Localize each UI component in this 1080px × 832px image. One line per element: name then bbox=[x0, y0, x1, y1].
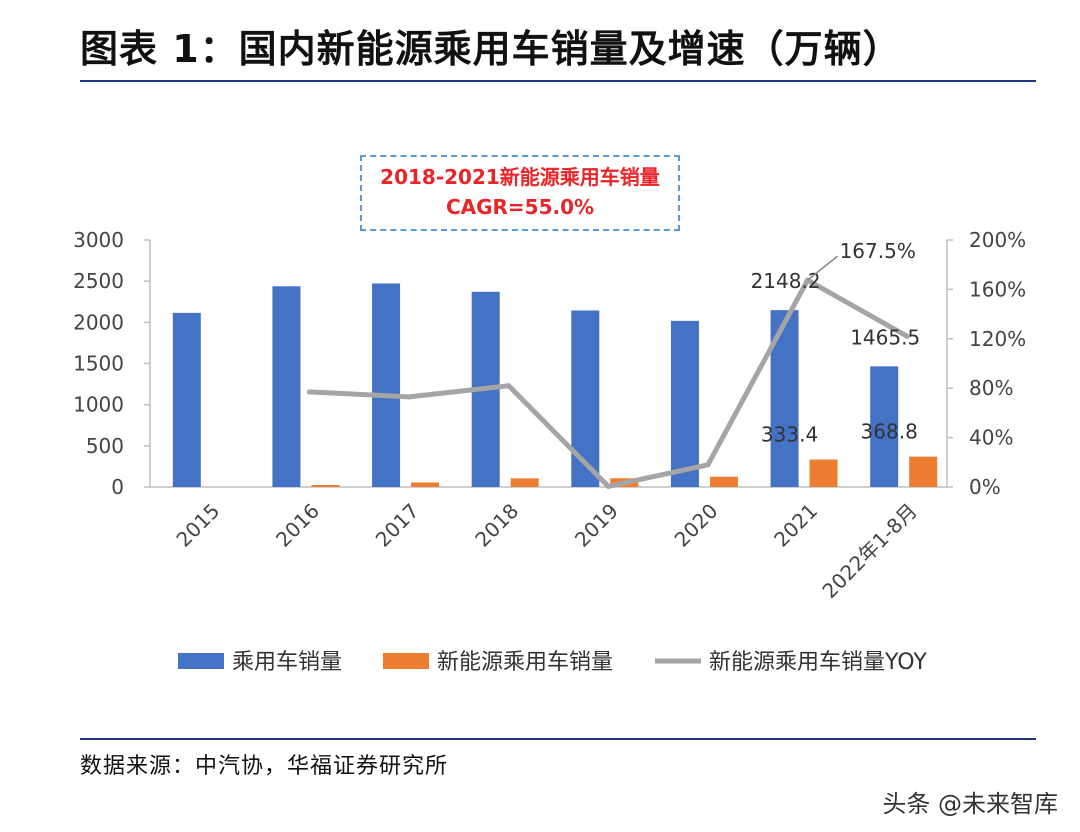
bar-nev-sales bbox=[709, 476, 738, 487]
x-tick-label: 2018 bbox=[470, 499, 523, 552]
cagr-callout: 2018-2021新能源乘用车销量 CAGR=55.0% bbox=[360, 155, 680, 231]
left-tick-label: 500 bbox=[86, 434, 124, 458]
x-tick-label: 2015 bbox=[171, 499, 224, 552]
data-source: 数据来源：中汽协，华福证券研究所 bbox=[80, 754, 449, 779]
right-tick-label: 40% bbox=[969, 426, 1013, 450]
legend-label: 新能源乘用车销量YOY bbox=[709, 650, 927, 675]
x-tick-label: 2020 bbox=[670, 499, 723, 552]
bar-total-sales bbox=[272, 286, 301, 487]
right-tick-label: 80% bbox=[969, 376, 1013, 400]
bar-total-sales bbox=[372, 283, 401, 487]
bar-nev-sales bbox=[311, 485, 340, 487]
data-label: 167.5% bbox=[840, 239, 916, 263]
bottom-rule bbox=[80, 738, 1036, 740]
data-label: 2148.2 bbox=[751, 269, 821, 293]
bar-total-sales bbox=[571, 310, 600, 487]
yoy-point bbox=[605, 483, 611, 489]
yoy-point bbox=[904, 333, 910, 339]
x-tick-label: 2017 bbox=[371, 499, 424, 552]
yoy-point bbox=[506, 383, 512, 389]
yoy-point bbox=[406, 394, 412, 400]
bar-total-sales bbox=[172, 312, 201, 487]
data-label: 333.4 bbox=[761, 423, 818, 447]
yoy-point bbox=[306, 389, 312, 395]
right-tick-label: 120% bbox=[969, 327, 1026, 351]
left-tick-label: 2000 bbox=[73, 310, 124, 334]
right-tick-label: 0% bbox=[969, 475, 1001, 499]
left-tick-label: 3000 bbox=[73, 228, 124, 252]
bar-nev-sales bbox=[411, 482, 440, 487]
watermark: 头条 @未来智库 bbox=[882, 790, 1058, 818]
x-tick-label: 2021 bbox=[769, 499, 822, 552]
chart-title: 图表 1：国内新能源乘用车销量及增速（万辆） bbox=[80, 27, 902, 71]
left-tick-label: 1500 bbox=[73, 352, 124, 376]
callout-line2: CAGR=55.0% bbox=[445, 195, 595, 219]
yoy-point bbox=[705, 462, 711, 468]
x-tick-label: 2022年1-8月 bbox=[817, 499, 921, 603]
data-label: 368.8 bbox=[861, 420, 918, 444]
bar-nev-sales bbox=[809, 459, 838, 487]
bar-nev-sales bbox=[909, 456, 938, 487]
left-tick-label: 1000 bbox=[73, 393, 124, 417]
yoy-label-leader bbox=[807, 255, 839, 281]
legend-label: 乘用车销量 bbox=[232, 650, 342, 675]
bar-total-sales bbox=[870, 366, 899, 487]
data-label: 1465.5 bbox=[850, 325, 920, 349]
legend-label: 新能源乘用车销量 bbox=[437, 650, 613, 675]
right-tick-label: 160% bbox=[969, 277, 1026, 301]
chart: 0 500 1000 1500 2000 2500 3000 0% 40% 80% 120% 160%… bbox=[73, 228, 1026, 675]
left-tick-label: 2500 bbox=[73, 269, 124, 293]
x-tick-label: 2016 bbox=[271, 499, 324, 552]
bar-total-sales bbox=[670, 320, 699, 487]
x-tick-label: 2019 bbox=[570, 499, 623, 552]
legend-swatch-total bbox=[178, 653, 224, 669]
right-tick-label: 200% bbox=[969, 228, 1026, 252]
legend-swatch-nev bbox=[383, 653, 429, 669]
callout-line1: 2018-2021新能源乘用车销量 bbox=[380, 165, 660, 189]
left-tick-label: 0 bbox=[111, 475, 124, 499]
bar-nev-sales bbox=[510, 478, 539, 487]
top-rule bbox=[80, 80, 1036, 82]
